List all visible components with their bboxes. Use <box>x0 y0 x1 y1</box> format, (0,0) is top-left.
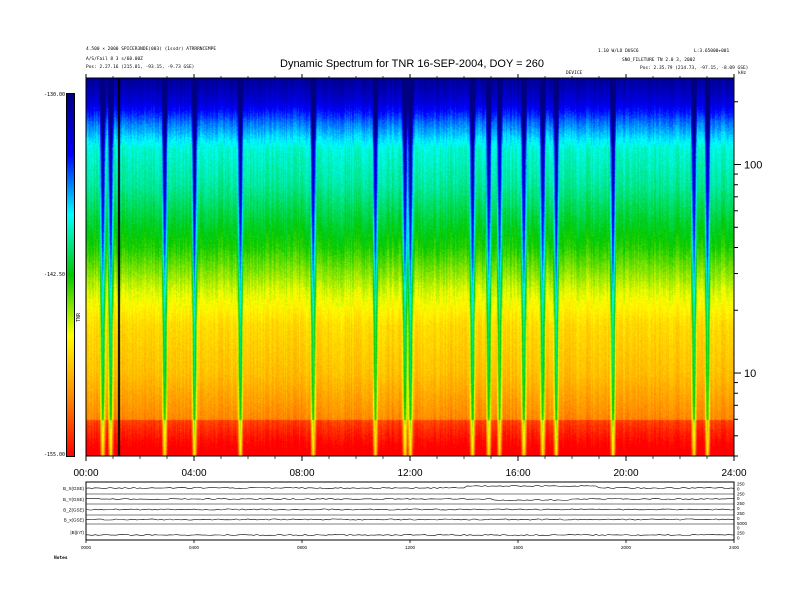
x-tick-label: 12:00 <box>397 468 422 479</box>
bfield-right-tick: 0 <box>737 506 740 511</box>
bfield-row-label: |B|(nT) <box>70 530 84 535</box>
x-tick-label: 08:00 <box>289 468 314 479</box>
bfield-right-tick: 0 <box>737 496 740 501</box>
header-info-left-2: A/S/Fail 8 3 s/60.00Z <box>86 57 143 62</box>
plot-frame <box>85 77 735 457</box>
bfield-right-tick: 250 <box>737 511 745 516</box>
bfield-trace <box>85 485 735 489</box>
header-info-right-2: L:3.65000+001 <box>694 49 730 54</box>
bfield-right-tick: 250 <box>737 482 745 487</box>
colorbar-tick-top: -130.00 <box>44 92 66 98</box>
footer-label: Notes <box>54 556 68 561</box>
page-title: Dynamic Spectrum for TNR 16-SEP-2004, DO… <box>280 58 545 70</box>
bfield-x-tick-label: 0000 <box>81 545 92 550</box>
right-axis-unit: kHz <box>738 71 747 76</box>
spectrogram-canvas <box>86 78 734 456</box>
bfield-right-tick: 0 <box>737 486 740 491</box>
header-info-right-3: SNO_FILETURE TN 2.0 3, 2002 <box>622 58 696 63</box>
bfield-trace <box>85 498 735 501</box>
header-info-left-3: Pos: 2.27.16 (215.81, -93.15, -9.73 GSE) <box>86 65 195 70</box>
bfield-panel-frame <box>85 481 735 541</box>
bfield-row-label: B_X(GSE) <box>63 486 85 491</box>
colorbar <box>66 93 75 457</box>
bfield-right-tick: 0 <box>737 536 740 541</box>
x-tick-label: 20:00 <box>613 468 638 479</box>
y-tick-label: 100 <box>744 160 762 172</box>
colorbar-tick-mid: -142.50 <box>44 272 66 278</box>
header-info-right-1: 1.10 W/LO DUSC6 <box>598 49 639 54</box>
spectrogram-plot <box>86 78 734 456</box>
x-tick-label: 04:00 <box>181 468 206 479</box>
bfield-trace <box>85 508 735 511</box>
bfield-right-tick: 250 <box>737 491 745 496</box>
bfield-right-tick: 0 <box>737 516 740 521</box>
bfield-trace <box>85 518 734 521</box>
bfield-x-tick-label: 0400 <box>189 545 200 550</box>
x-tick-label: 24:00 <box>721 468 746 479</box>
bfield-row-label: B_x(GSE) <box>64 518 85 523</box>
bfield-x-tick-label: 1600 <box>513 545 524 550</box>
bfield-row-label: B_Y(GSE) <box>63 497 85 502</box>
header-info-left-1: 4.500 × 2000 SPICER3NDE(003) (1ssdr) ATR… <box>86 47 217 52</box>
bfield-x-tick-label: 2000 <box>621 545 632 550</box>
bfield-x-tick-label: 2400 <box>729 545 740 550</box>
bfield-right-tick: 250 <box>737 501 745 506</box>
y-tick-label: 10 <box>744 368 756 380</box>
bfield-right-tick: 250 <box>737 531 745 536</box>
header-info-right-4: Pos: 2.35.79 (214.73, -97.15, -8.09 GSE) <box>640 66 749 71</box>
bfield-x-tick-label: 0800 <box>297 545 308 550</box>
header-mid-mark: DEVICE <box>566 71 583 76</box>
bfield-right-tick: 0 <box>737 526 740 531</box>
x-tick-label: 16:00 <box>505 468 530 479</box>
x-tick-label: 00:00 <box>73 468 98 479</box>
bfield-x-tick-label: 1200 <box>405 545 416 550</box>
bfield-row-label: B_Z(GSE) <box>63 508 84 513</box>
bfield-trace <box>85 534 735 536</box>
colorbar-tick-bottom: -155.00 <box>44 452 66 458</box>
bfield-right-tick: 5000 <box>737 521 748 526</box>
